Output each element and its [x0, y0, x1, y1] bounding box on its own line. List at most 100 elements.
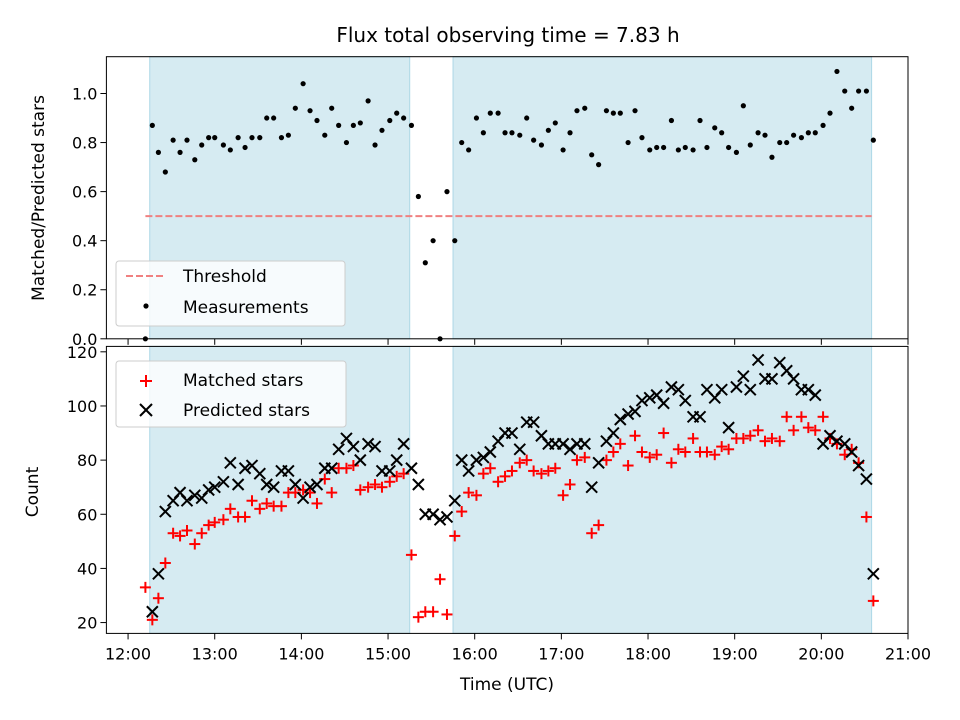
measurement-point [271, 115, 277, 121]
measurement-point [300, 81, 306, 87]
predicted-star-point [860, 472, 873, 486]
predicted-star-point [578, 437, 591, 451]
matched-star-point [658, 427, 670, 439]
matched-star-point [636, 446, 648, 458]
measurement-point [654, 144, 660, 151]
predicted-star-point [347, 440, 360, 453]
measurement-point [704, 144, 710, 151]
matched-star-point [449, 530, 461, 542]
predicted-star-point [152, 567, 165, 581]
predicted-star-point [405, 462, 418, 475]
predicted-star-point [455, 453, 468, 467]
predicted-star-point [202, 483, 215, 497]
matched-star-point [709, 449, 721, 461]
matched-star-point [672, 443, 684, 455]
measurement-point [307, 108, 313, 114]
matched-star-point [246, 495, 258, 507]
matched-star-point [456, 506, 468, 518]
measurement-point [459, 139, 465, 146]
measurement-point [517, 132, 523, 138]
matched-star-point [644, 451, 656, 463]
matched-star-point [723, 443, 735, 455]
predicted-star-point [679, 394, 692, 407]
predicted-star-point [180, 494, 194, 507]
measurement-point [199, 142, 205, 148]
measurement-point [206, 135, 212, 141]
predicted-star-point [715, 383, 728, 396]
measurement-point [473, 115, 480, 121]
measurement-point [365, 98, 371, 104]
matched-star-point [679, 446, 691, 458]
measurement-point [712, 125, 718, 131]
matched-star-point [752, 424, 764, 436]
measurement-point [834, 68, 840, 75]
measurement-point [863, 88, 870, 94]
measurement-point [769, 154, 775, 160]
predicted-star-point [665, 380, 678, 394]
matched-star-point [571, 454, 583, 466]
legend-matched-swatch [140, 375, 152, 387]
bottom-panel: 20 40 60 80 100 120 12:00 13:00 14:00 15:00 16:00… [23, 343, 931, 695]
matched-star-point [867, 595, 879, 607]
predicted-star-point [505, 426, 519, 440]
measurement-point [149, 122, 155, 128]
y-tick-label: 100 [67, 397, 98, 416]
measurement-point [162, 169, 168, 175]
matched-star-point [427, 606, 439, 618]
predicted-star-point [809, 388, 822, 402]
legend-threshold-label: Threshold [182, 267, 267, 287]
measurement-point [567, 130, 573, 136]
matched-star-point [139, 581, 151, 593]
predicted-star-point [722, 421, 735, 434]
predicted-star-point [224, 456, 237, 470]
measurement-point [747, 142, 753, 148]
measurement-point [502, 130, 508, 136]
predicted-star-point [744, 383, 757, 396]
matched-star-point [254, 503, 266, 515]
matched-star-point [181, 525, 193, 537]
matched-star-point [802, 422, 814, 434]
measurement-point [264, 115, 270, 121]
x-tick-label: 20:00 [798, 644, 844, 663]
measurement-point [610, 110, 616, 116]
matched-star-point [434, 573, 446, 585]
matched-star-point [326, 487, 338, 499]
predicted-star-point [845, 445, 858, 459]
predicted-star-point [527, 416, 540, 429]
predicted-star-point [513, 443, 526, 456]
predicted-star-point [621, 407, 635, 421]
measurement-point [480, 130, 486, 136]
matched-star-point [362, 481, 374, 493]
measurement-point [639, 135, 645, 141]
matched-star-point [860, 511, 872, 523]
measurement-point [329, 105, 335, 111]
measurement-point [682, 144, 688, 151]
matched-star-point [354, 484, 366, 496]
measurement-point [827, 110, 833, 116]
matched-star-point [629, 430, 641, 442]
matched-star-point [217, 514, 229, 526]
predicted-star-point [751, 353, 765, 367]
matched-star-point [788, 424, 800, 436]
matched-star-point [209, 516, 221, 528]
matched-star-point [817, 411, 829, 423]
matched-star-point [593, 519, 605, 531]
measurement-point [394, 110, 400, 116]
matched-star-point [759, 435, 771, 447]
predicted-star-point [208, 480, 221, 494]
predicted-star-point [253, 467, 266, 480]
measurement-point [719, 130, 725, 136]
matched-star-point [441, 608, 453, 620]
measurement-point [870, 137, 876, 143]
matched-star-point [774, 435, 786, 447]
matched-star-point [716, 441, 728, 453]
y-tick-label: 0.2 [72, 281, 97, 300]
measurement-point [408, 122, 415, 128]
observing-window-band [452, 56, 873, 340]
measurement-point [552, 120, 558, 126]
predicted-star-point [802, 383, 815, 396]
measurement-point [690, 147, 696, 153]
predicted-star-point [397, 437, 410, 451]
predicted-star-point [607, 426, 620, 440]
matched-star-point [412, 611, 424, 623]
